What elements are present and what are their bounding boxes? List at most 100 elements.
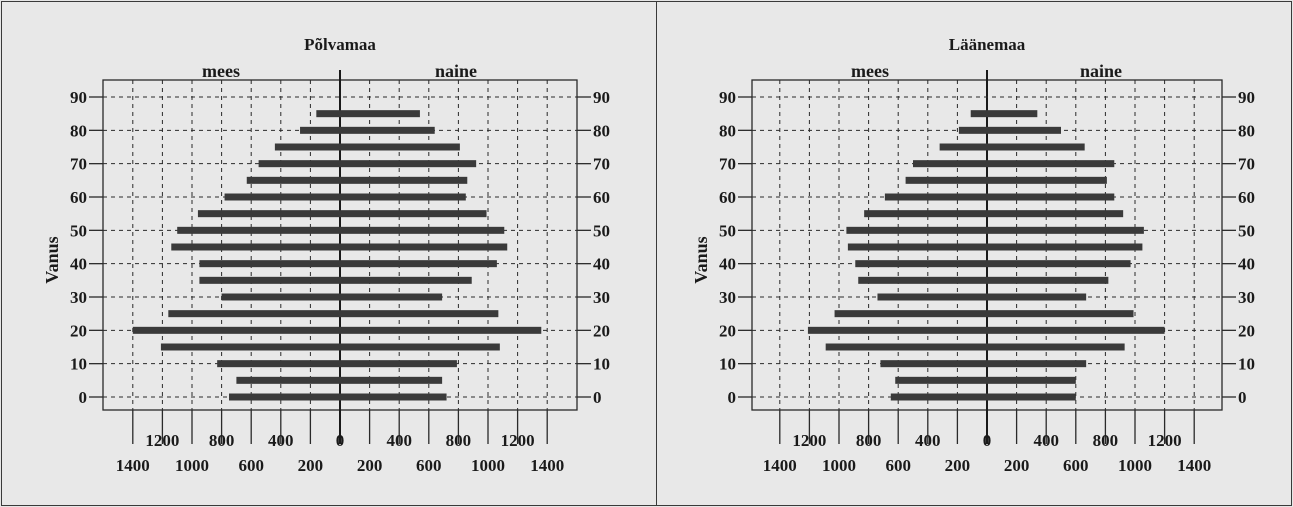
panel-divider [656, 1, 657, 506]
chart-title: Põlvamaa [304, 35, 376, 54]
y-tick-label-left: 20 [70, 321, 87, 340]
bar-naine [340, 110, 420, 118]
bar-naine [340, 376, 443, 384]
y-tick-label-right: 0 [593, 388, 602, 407]
y-tick-label-left: 10 [719, 355, 736, 374]
y-tick-label-right: 50 [593, 221, 610, 240]
bar-naine [987, 343, 1125, 351]
y-tick-label-left: 80 [719, 121, 736, 140]
y-tick-label-left: 70 [70, 155, 87, 174]
y-tick-label-left: 90 [719, 88, 736, 107]
x-tick-label-lower: 200 [298, 456, 324, 475]
bar-naine [340, 193, 466, 201]
bar-naine [987, 110, 1038, 118]
bar-mees [229, 393, 340, 401]
bar-mees [171, 243, 340, 251]
x-tick-label-lower: 600 [885, 456, 911, 475]
bar-naine [340, 160, 477, 168]
bar-naine [340, 293, 443, 301]
bar-naine [987, 143, 1085, 151]
y-tick-label-left: 70 [719, 155, 736, 174]
bar-naine [340, 276, 472, 284]
bar-mees [834, 310, 987, 318]
bar-mees [300, 126, 340, 134]
y-tick-label-left: 10 [70, 355, 87, 374]
bar-mees [877, 293, 987, 301]
y-tick-label-left: 50 [70, 221, 87, 240]
y-tick-label-left: 0 [79, 388, 88, 407]
x-tick-label-upper: 1200 [792, 431, 826, 450]
y-tick-label-right: 70 [1238, 155, 1255, 174]
x-tick-label-upper: 800 [209, 431, 235, 450]
y-tick-label-right: 10 [1238, 355, 1255, 374]
right-series-label: naine [435, 61, 477, 81]
bar-mees [217, 360, 340, 368]
x-tick-label-lower: 1000 [471, 456, 505, 475]
x-tick-label-lower: 200 [945, 456, 971, 475]
bar-mees [199, 260, 340, 268]
y-tick-label-left: 40 [719, 255, 736, 274]
bar-naine [340, 210, 487, 218]
bar-naine [987, 160, 1115, 168]
bar-naine [987, 243, 1143, 251]
x-tick-label-upper: 0 [983, 431, 992, 450]
bar-naine [340, 176, 468, 184]
bar-naine [987, 193, 1115, 201]
bar-naine [340, 326, 542, 334]
y-tick-label-left: 20 [719, 321, 736, 340]
y-tick-label-right: 30 [593, 288, 610, 307]
bar-mees [864, 210, 987, 218]
y-tick-label-left: 60 [719, 188, 736, 207]
bar-naine [340, 143, 460, 151]
bar-mees [221, 293, 340, 301]
bar-naine [340, 343, 500, 351]
bar-mees [807, 326, 987, 334]
x-tick-label-lower: 1400 [116, 456, 150, 475]
bar-mees [168, 310, 340, 318]
bar-naine [987, 226, 1144, 234]
x-tick-label-upper: 0 [336, 431, 345, 450]
bar-mees [846, 226, 987, 234]
bar-mees [970, 110, 987, 118]
x-tick-label-lower: 600 [416, 456, 442, 475]
bar-mees [855, 260, 987, 268]
y-tick-label-right: 20 [1238, 321, 1255, 340]
x-tick-label-upper: 1200 [501, 431, 535, 450]
y-tick-label-left: 60 [70, 188, 87, 207]
y-tick-label-right: 40 [1238, 255, 1255, 274]
bar-naine [987, 393, 1076, 401]
y-tick-label-right: 40 [593, 255, 610, 274]
y-tick-label-right: 80 [1238, 121, 1255, 140]
chart-title: Läänemaa [949, 35, 1026, 54]
y-tick-label-left: 40 [70, 255, 87, 274]
bar-mees [236, 376, 340, 384]
bar-naine [340, 393, 447, 401]
right-series-label: naine [1080, 61, 1122, 81]
x-tick-label-lower: 1000 [822, 456, 856, 475]
y-tick-label-right: 50 [1238, 221, 1255, 240]
y-tick-label-right: 60 [593, 188, 610, 207]
x-tick-label-lower: 600 [238, 456, 264, 475]
x-tick-label-upper: 400 [1033, 431, 1059, 450]
x-tick-label-lower: 600 [1063, 456, 1089, 475]
bar-naine [987, 310, 1134, 318]
bar-naine [987, 326, 1165, 334]
bar-mees [884, 193, 987, 201]
left-series-label: mees [202, 61, 240, 81]
y-tick-label-left: 30 [719, 288, 736, 307]
bar-naine [340, 243, 508, 251]
bar-mees [160, 343, 340, 351]
x-tick-label-lower: 200 [1004, 456, 1030, 475]
x-tick-label-lower: 1400 [530, 456, 564, 475]
bar-naine [340, 126, 435, 134]
bar-naine [340, 360, 457, 368]
bar-naine [987, 360, 1087, 368]
bar-mees [197, 210, 340, 218]
x-tick-label-lower: 1400 [763, 456, 797, 475]
y-tick-label-right: 10 [593, 355, 610, 374]
bar-mees [132, 326, 340, 334]
bar-mees [913, 160, 987, 168]
x-tick-label-upper: 400 [386, 431, 412, 450]
